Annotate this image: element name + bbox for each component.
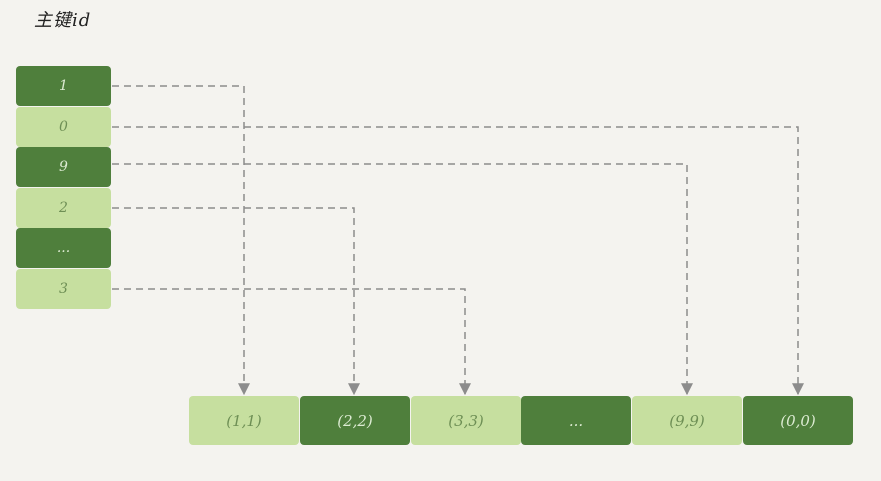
pointer-line-key-2 bbox=[112, 207, 360, 396]
index-key-cell: 2 bbox=[16, 188, 111, 228]
data-row-cell: (2,2) bbox=[300, 396, 410, 445]
diagram-title: 主键id bbox=[34, 10, 92, 31]
pointer-line-key-9 bbox=[112, 163, 693, 396]
index-key-cell: ... bbox=[16, 228, 111, 268]
data-row-cell: ... bbox=[521, 396, 631, 445]
index-key-cell: 0 bbox=[16, 107, 111, 147]
pointer-line-key-3 bbox=[112, 288, 471, 396]
index-key-cell: 3 bbox=[16, 269, 111, 309]
index-key-cell: 1 bbox=[16, 66, 111, 106]
data-row-cell: (1,1) bbox=[189, 396, 299, 445]
pointer-line-key-1 bbox=[112, 85, 250, 396]
data-row-cell: (9,9) bbox=[632, 396, 742, 445]
data-row-cell: (3,3) bbox=[411, 396, 521, 445]
data-row-cell: (0,0) bbox=[743, 396, 853, 445]
pointer-line-key-0 bbox=[112, 126, 804, 396]
index-key-cell: 9 bbox=[16, 147, 111, 187]
